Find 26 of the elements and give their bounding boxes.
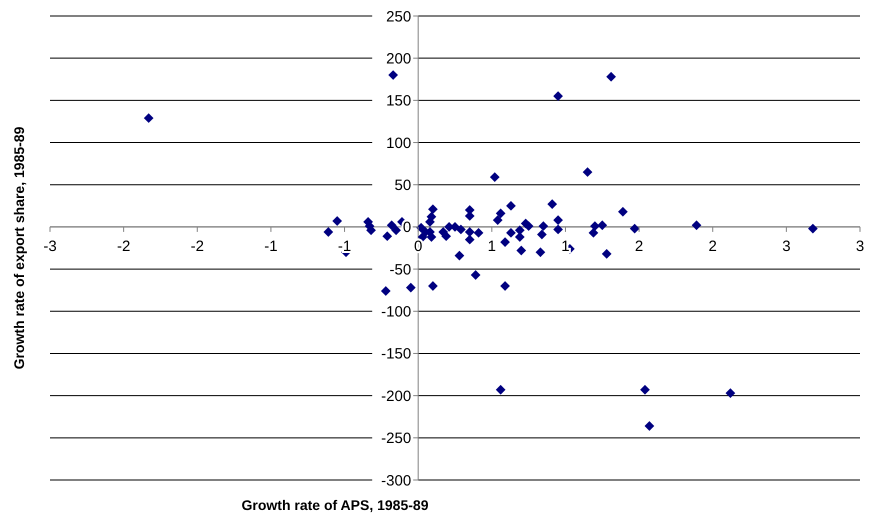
y-tick-label: -150 bbox=[381, 346, 412, 363]
y-tick-label: -100 bbox=[381, 304, 412, 321]
x-axis-title: Growth rate of APS, 1985-89 bbox=[242, 497, 429, 513]
x-tick-label: 0 bbox=[414, 238, 422, 255]
x-tick-label: -1 bbox=[264, 238, 278, 255]
x-tick-label: 3 bbox=[856, 238, 864, 255]
x-tick-label: 1 bbox=[561, 238, 570, 255]
x-tick-label: -3 bbox=[43, 238, 57, 255]
x-tick-label: 2 bbox=[708, 238, 717, 255]
y-tick-label: -50 bbox=[389, 261, 412, 278]
y-tick-label: -300 bbox=[381, 472, 412, 490]
y-tick-label: -250 bbox=[381, 430, 412, 448]
y-tick-label: 0 bbox=[402, 219, 412, 236]
x-tick-label: 2 bbox=[634, 238, 644, 255]
y-axis-title: Growth rate of export share, 1985-89 bbox=[11, 126, 27, 370]
y-tick-label: 50 bbox=[394, 176, 412, 194]
y-tick-label: 150 bbox=[386, 92, 412, 110]
y-tick-label: -200 bbox=[381, 388, 412, 405]
y-tick-label: 100 bbox=[386, 134, 412, 152]
x-tick-label: -2 bbox=[190, 238, 204, 255]
x-tick-label: -1 bbox=[338, 238, 352, 255]
x-tick-label: 1 bbox=[488, 238, 496, 255]
y-tick-label: 200 bbox=[386, 50, 412, 68]
y-tick-label: 250 bbox=[386, 8, 412, 26]
x-tick-label: -2 bbox=[116, 238, 130, 255]
x-tick-label: 3 bbox=[782, 238, 791, 255]
